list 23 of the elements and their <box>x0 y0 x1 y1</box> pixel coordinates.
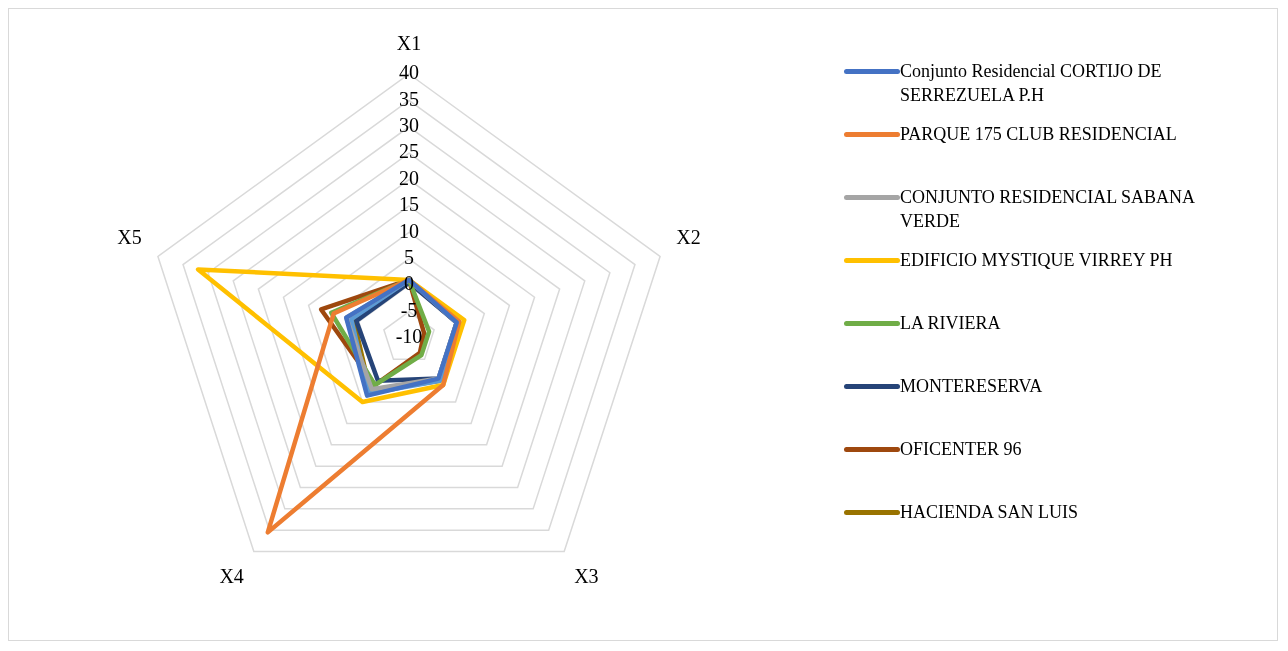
spoke-label: X2 <box>676 226 701 249</box>
y-tick-label: 35 <box>399 87 419 110</box>
legend-label: PARQUE 175 CLUB RESIDENCIAL <box>900 123 1177 146</box>
spoke-label: X4 <box>219 564 244 587</box>
spoke-label: X5 <box>117 226 142 249</box>
legend-label: Conjunto Residencial CORTIJO DE SERREZUELA P.H <box>900 60 1163 107</box>
y-tick-label: -10 <box>395 325 423 348</box>
legend-label: MONTERESERVA <box>900 375 1043 398</box>
spoke-label: X1 <box>396 32 422 55</box>
legend-label: EDIFICIO MYSTIQUE VIRREY PH <box>900 249 1173 272</box>
legend-label: CONJUNTO RESIDENCIAL SABANA VERDE <box>900 186 1196 233</box>
y-tick-label: 30 <box>399 114 419 137</box>
legend-label: HACIENDA SAN LUIS <box>900 501 1079 524</box>
y-tick-label: 15 <box>399 193 419 216</box>
y-tick-label: 25 <box>399 140 419 163</box>
spoke-label: X3 <box>574 564 599 587</box>
y-tick-label: 10 <box>399 219 419 242</box>
y-tick-label: 20 <box>399 166 419 189</box>
legend-label: LA RIVIERA <box>900 312 1001 335</box>
y-tick-label: 5 <box>404 246 414 269</box>
y-tick-label: 40 <box>399 61 419 84</box>
y-tick-label: -5 <box>400 298 418 321</box>
legend-label: OFICENTER 96 <box>900 438 1022 461</box>
